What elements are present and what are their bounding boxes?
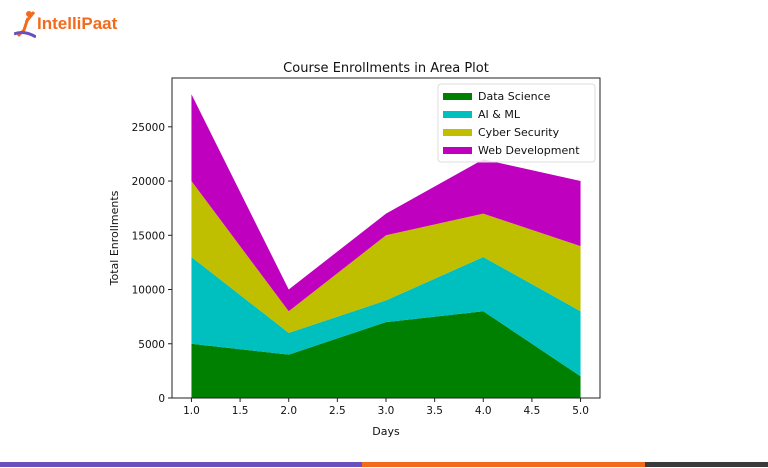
area-web-development (191, 94, 581, 312)
legend-label: Data Science (478, 90, 551, 103)
intellipaat-logo: IntelliPaat (14, 8, 117, 40)
y-tick-label: 5000 (138, 339, 165, 351)
legend-swatch (443, 129, 472, 136)
x-ticks: 1.0 1.5 2.0 2.5 3.0 3.5 4.0 4.5 5.0 (183, 398, 589, 417)
area-layers (191, 94, 581, 398)
x-tick-label: 5.0 (572, 405, 589, 417)
x-tick-label: 4.0 (475, 405, 492, 417)
x-tick-label: 2.5 (329, 405, 346, 417)
area-cyber-security (191, 181, 581, 333)
legend-swatch (443, 93, 472, 100)
x-tick-label: 4.5 (524, 405, 541, 417)
y-axis-label: Total Enrollments (108, 190, 121, 286)
footer-bar-purple (0, 462, 362, 467)
legend-swatch (443, 147, 472, 154)
logo-figure-icon (14, 11, 36, 38)
chart-title: Course Enrollments in Area Plot (283, 61, 489, 76)
legend-label: AI & ML (478, 108, 521, 121)
x-tick-label: 3.0 (378, 405, 395, 417)
area-ai-ml (191, 256, 581, 377)
legend: Data Science AI & ML Cyber Security Web Dev… (437, 83, 596, 163)
x-axis-label: Days (372, 425, 400, 438)
x-tick-label: 2.0 (280, 405, 297, 417)
y-tick-label: 25000 (132, 122, 165, 134)
legend-swatch (443, 111, 472, 118)
y-tick-label: 15000 (132, 230, 165, 242)
y-tick-label: 0 (158, 393, 165, 405)
footer-bar-orange (362, 462, 645, 467)
legend-label: Web Development (478, 144, 580, 157)
footer-bar-dark (645, 462, 768, 467)
y-ticks: 0 5000 10000 15000 20000 25000 (132, 122, 172, 405)
logo-text: IntelliPaat (37, 14, 118, 33)
x-tick-label: 1.0 (183, 405, 200, 417)
area-data-science (191, 311, 581, 398)
legend-label: Cyber Security (478, 126, 560, 139)
y-tick-label: 10000 (132, 285, 165, 297)
legend-box (437, 83, 596, 163)
y-tick-label: 20000 (132, 176, 165, 188)
x-tick-label: 1.5 (232, 405, 249, 417)
x-tick-label: 3.5 (426, 405, 443, 417)
